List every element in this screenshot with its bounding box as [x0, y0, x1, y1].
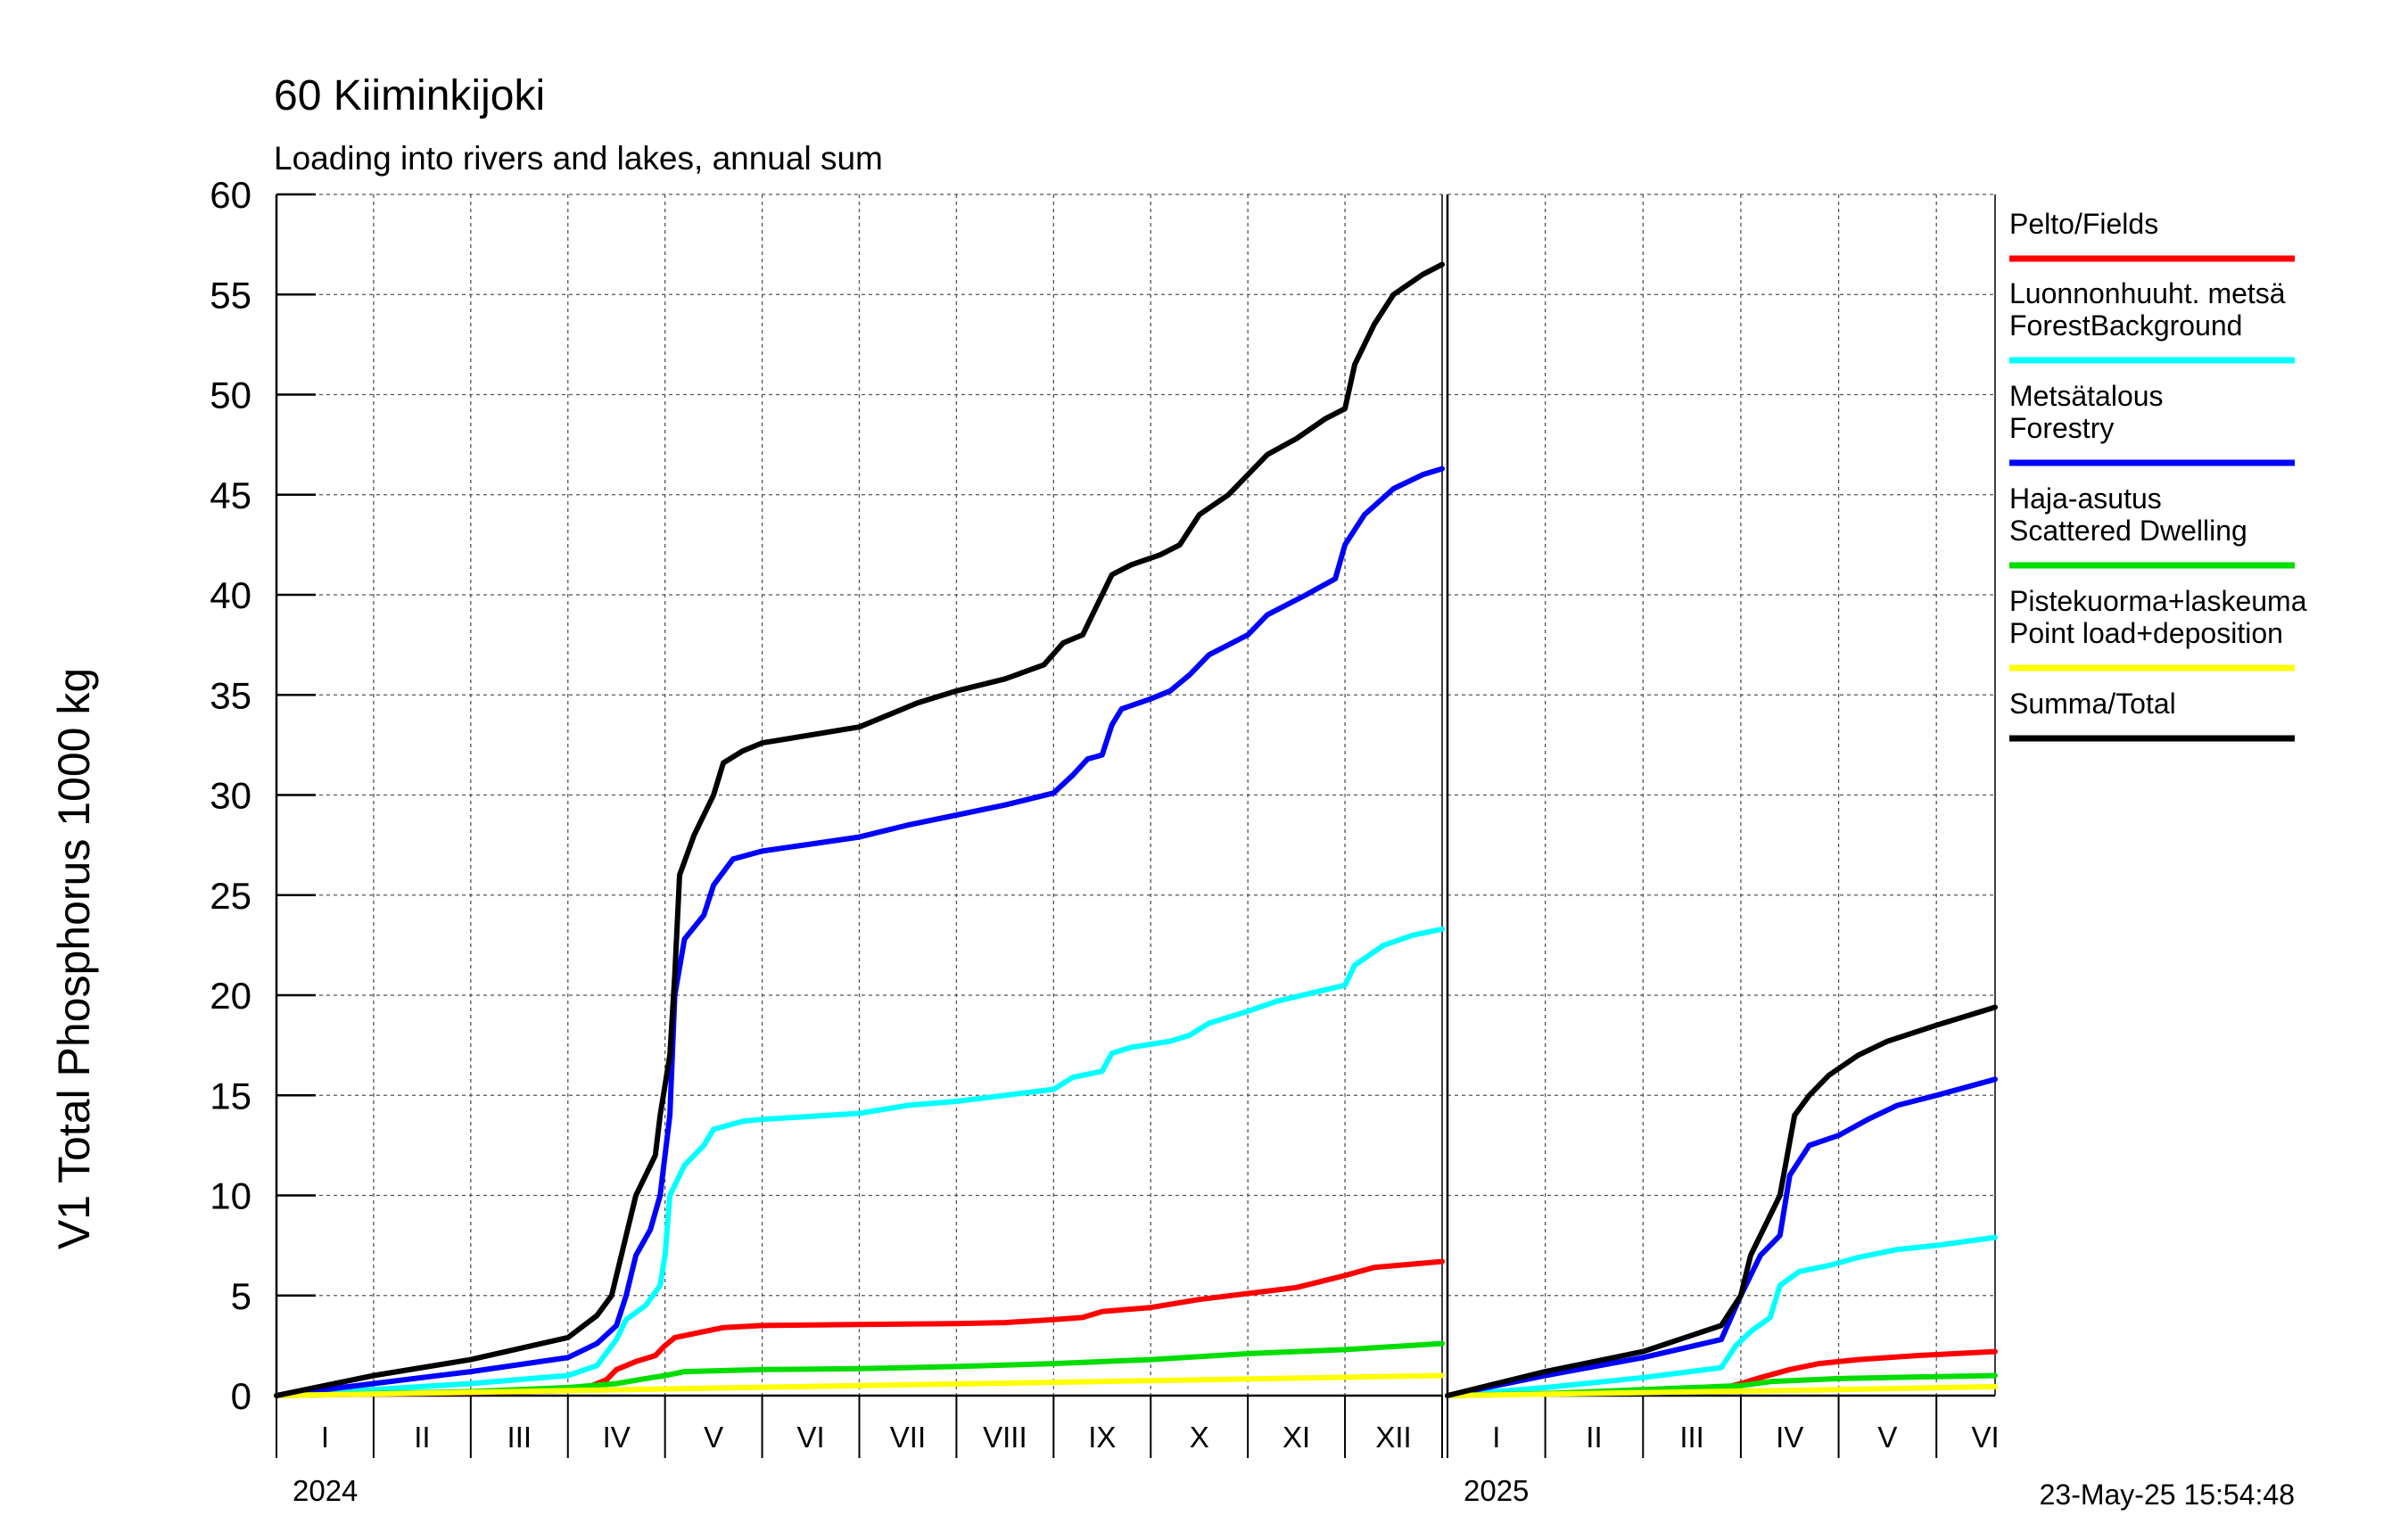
y-tick-label: 25	[210, 875, 252, 917]
legend-label: Point load+deposition	[2009, 617, 2283, 649]
legend-label: Haja-asutus	[2009, 482, 2162, 515]
year-label: 2024	[293, 1474, 358, 1507]
month-label: II	[414, 1421, 430, 1454]
y-tick-label: 5	[231, 1275, 252, 1317]
legend-label: ForestBackground	[2009, 309, 2242, 342]
legend-label: Scattered Dwelling	[2009, 515, 2247, 547]
y-tick-label: 30	[210, 775, 252, 817]
legend-label: Forestry	[2009, 412, 2114, 444]
month-label: III	[507, 1421, 532, 1454]
month-label: V	[1877, 1421, 1897, 1454]
legend-label: Luonnonhuuht. metsä	[2009, 277, 2286, 309]
legend-label: Pistekuorma+laskeuma	[2009, 585, 2307, 617]
month-label: IX	[1088, 1421, 1116, 1454]
month-label: I	[321, 1421, 329, 1454]
month-label: VII	[890, 1421, 926, 1454]
y-tick-label: 45	[210, 474, 252, 516]
series-line-2-2025	[1445, 1076, 1998, 1398]
month-label: I	[1492, 1421, 1500, 1454]
month-label: IV	[603, 1421, 631, 1454]
month-label: III	[1679, 1421, 1704, 1454]
series-line-4-2024	[274, 1372, 1445, 1398]
y-tick-label: 35	[210, 674, 252, 716]
legend-label: Summa/Total	[2009, 688, 2176, 720]
month-label: V	[704, 1421, 723, 1454]
y-axis-label: V1 Total Phosphorus 1000 kg	[49, 668, 99, 1249]
y-tick-label: 50	[210, 375, 252, 416]
y-tick-label: 0	[231, 1375, 252, 1417]
month-label: IV	[1776, 1421, 1803, 1454]
y-tick-label: 10	[210, 1175, 252, 1217]
y-tick-label: 60	[210, 174, 252, 216]
series-line-5-2024	[274, 261, 1445, 1398]
y-tick-label: 20	[210, 975, 252, 1017]
legend-label: Metsätalous	[2009, 380, 2164, 412]
grid	[276, 194, 1995, 1396]
series-line-1-2024	[274, 926, 1445, 1398]
legend: Pelto/Fields Luonnonhuuht. metsäForestBac…	[2009, 208, 2307, 742]
series-line-3-2024	[274, 1340, 1445, 1398]
chart-subtitle: Loading into rivers and lakes, annual su…	[274, 140, 883, 177]
legend-label: Pelto/Fields	[2009, 208, 2158, 240]
y-tick-label: 55	[210, 274, 252, 316]
month-label: XI	[1282, 1421, 1310, 1454]
y-tick-label: 15	[210, 1075, 252, 1116]
series-line-2-2024	[274, 466, 1445, 1398]
year-label: 2025	[1464, 1474, 1529, 1507]
series-line-5-2025	[1445, 1004, 1998, 1398]
series-line-1-2025	[1445, 1234, 1998, 1398]
month-label: II	[1586, 1421, 1602, 1454]
timestamp: 23-May-25 15:54:48	[2040, 1479, 2295, 1511]
plot-lines	[274, 261, 1998, 1398]
y-tick-label: 40	[210, 574, 252, 616]
month-label: X	[1190, 1421, 1209, 1454]
month-label: XII	[1375, 1421, 1411, 1454]
month-label: VI	[796, 1421, 824, 1454]
chart-title: 60 Kiiminkijoki	[274, 72, 545, 119]
month-label: VIII	[983, 1421, 1027, 1454]
month-label: VI	[1971, 1421, 1999, 1454]
series-line-4-2025	[1445, 1383, 1998, 1398]
